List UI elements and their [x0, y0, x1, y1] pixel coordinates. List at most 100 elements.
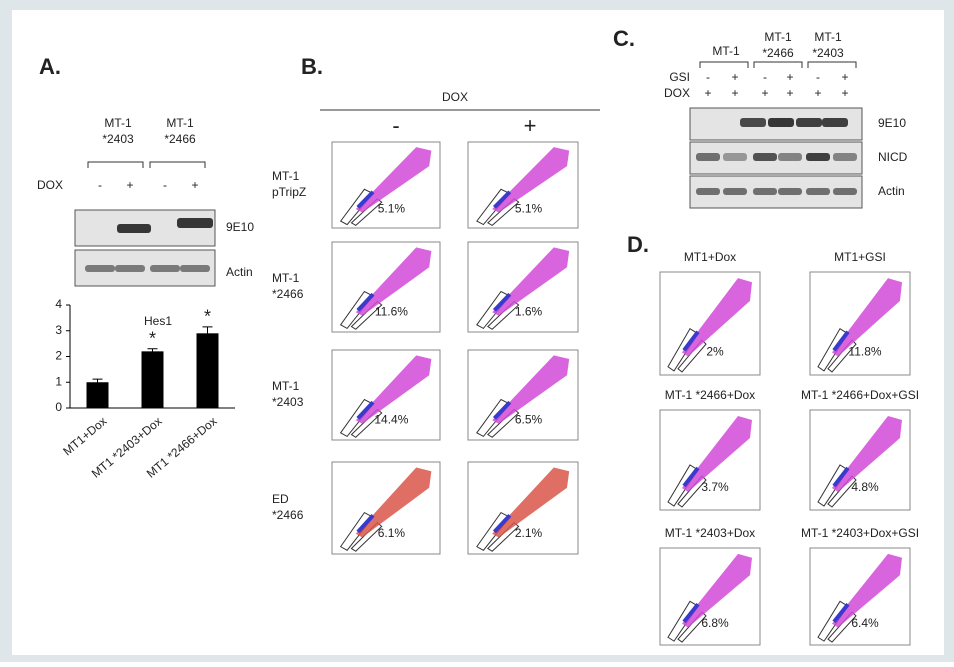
blot-label: NICD [878, 150, 908, 164]
lane-label: MT-1 [166, 116, 194, 130]
row-label: MT-1 [272, 379, 300, 393]
cell-subpopulation [356, 400, 375, 420]
sign: + [126, 178, 133, 192]
plot-title: MT-1 *2466+Dox [665, 388, 755, 402]
row-label: *2466 [272, 287, 304, 301]
cell-population [355, 147, 432, 213]
bracket [753, 61, 803, 68]
sign: + [814, 86, 821, 100]
sign: + [786, 86, 793, 100]
panel-label: C. [613, 26, 635, 51]
cell-population [492, 247, 570, 316]
sign: + [841, 70, 848, 84]
y-tick-label: 1 [55, 374, 62, 388]
sign: + [841, 86, 848, 100]
cell-population [682, 416, 752, 492]
row-label: pTripZ [272, 185, 306, 199]
cell-population [682, 553, 752, 628]
sign: - [706, 70, 710, 84]
plot-title: MT1+Dox [684, 250, 736, 264]
blot-band [85, 265, 115, 272]
sign: - [163, 178, 167, 192]
y-tick-label: 3 [55, 323, 62, 337]
sign: + [761, 86, 768, 100]
blot-band [796, 118, 822, 127]
y-tick-label: 2 [55, 349, 62, 363]
y-tick-label: 4 [55, 297, 62, 311]
bracket [699, 61, 749, 68]
significance-mark: * [149, 329, 156, 349]
gate-percentage: 6.8% [701, 616, 729, 630]
plot-title: MT-1 *2466+Dox+GSI [801, 388, 919, 402]
cell-subpopulation [682, 330, 700, 352]
lane-label: *2466 [164, 132, 196, 146]
cell-subpopulation [356, 514, 375, 534]
blot-band [753, 153, 777, 161]
row-label: DOX [37, 178, 63, 192]
group-label: MT-1 [814, 30, 842, 44]
cell-population [682, 278, 752, 357]
gate-percentage: 11.6% [375, 304, 408, 318]
blot-band [806, 153, 830, 161]
chart-title: Hes1 [144, 314, 172, 328]
blot-label: Actin [878, 184, 905, 198]
blot-band [833, 188, 857, 195]
lane-label: MT-1 [104, 116, 132, 130]
cell-subpopulation [492, 513, 512, 534]
cell-population [492, 147, 570, 213]
cell-subpopulation [832, 466, 850, 488]
row-label: MT-1 [272, 169, 300, 183]
blot-label: 9E10 [878, 116, 906, 130]
gate-percentage: 11.8% [848, 345, 881, 359]
bracket [807, 61, 857, 68]
group-label: MT-1 [764, 30, 792, 44]
sign: + [191, 178, 198, 192]
blot-band [753, 188, 777, 195]
cell-population [832, 553, 902, 628]
blot-band [806, 188, 830, 195]
blot-label: Actin [226, 265, 253, 279]
blot-band [778, 153, 802, 161]
gate-percentage: 5.1% [378, 201, 406, 215]
cell-subpopulation [682, 466, 700, 488]
gate-percentage: 6.5% [515, 412, 543, 426]
cell-population [492, 467, 570, 538]
gate-percentage: 5.1% [515, 201, 543, 215]
cell-subpopulation [492, 292, 512, 312]
blot-band [150, 265, 180, 272]
cell-population [832, 278, 902, 357]
plot-title: MT-1 *2403+Dox [665, 526, 755, 540]
gate-percentage: 6.1% [378, 526, 406, 540]
cell-subpopulation [356, 190, 375, 209]
bar [141, 351, 164, 408]
lane-label: *2403 [102, 132, 134, 146]
significance-mark: * [204, 307, 211, 327]
blot-band [117, 224, 151, 233]
column-sign: - [392, 113, 399, 138]
row-label: DOX [664, 86, 690, 100]
column-header: DOX [442, 90, 468, 104]
blot-band [696, 153, 720, 161]
group-label: *2466 [762, 46, 794, 60]
gate-percentage: 6.4% [851, 616, 879, 630]
blot-label: 9E10 [226, 220, 254, 234]
plot-title: MT-1 *2403+Dox+GSI [801, 526, 919, 540]
blot-band [822, 118, 848, 127]
blot-band [696, 188, 720, 195]
sign: - [816, 70, 820, 84]
sign: + [786, 70, 793, 84]
row-label: *2466 [272, 508, 304, 522]
cell-subpopulation [356, 292, 375, 312]
y-tick-label: 0 [55, 400, 62, 414]
blot-band [740, 118, 766, 127]
group-label: MT-1 [712, 44, 740, 58]
gate-percentage: 4.8% [851, 480, 879, 494]
sign: - [98, 178, 102, 192]
cell-population [355, 247, 432, 316]
cell-population [492, 355, 570, 424]
cell-subpopulation [682, 603, 700, 623]
error-bar [147, 348, 158, 354]
bar [196, 333, 219, 408]
gate-percentage: 3.7% [701, 480, 729, 494]
